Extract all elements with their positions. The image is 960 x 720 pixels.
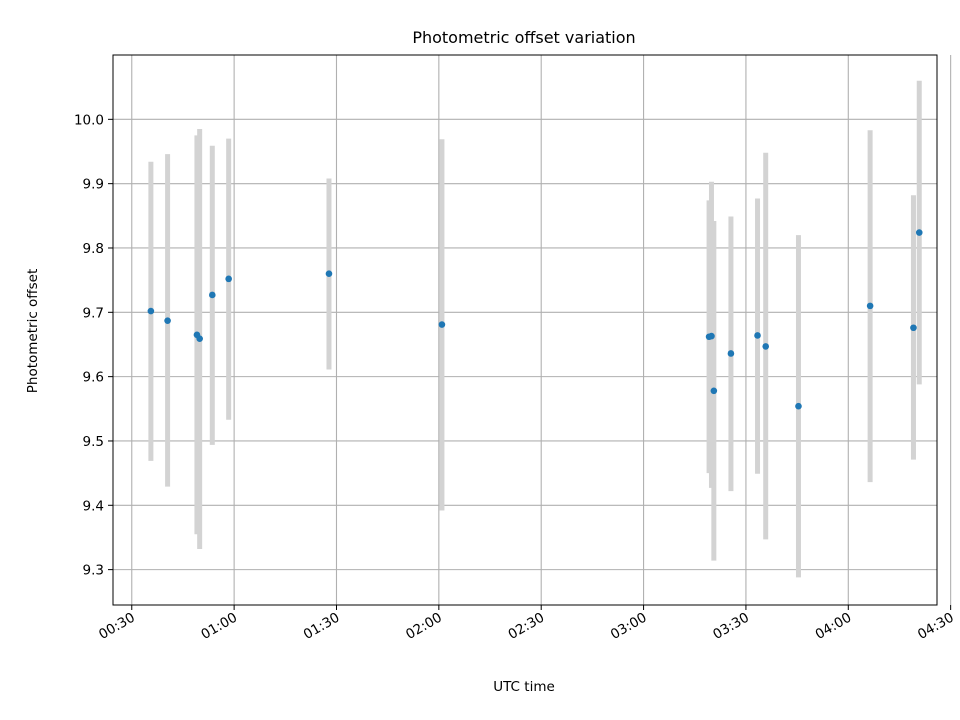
- data-point: [762, 343, 770, 350]
- data-point: [727, 350, 735, 357]
- data-point: [710, 387, 718, 395]
- data-point: [164, 317, 171, 324]
- data-point: [438, 321, 446, 328]
- data-point: [208, 291, 216, 299]
- data-point: [915, 229, 923, 236]
- data-point: [225, 275, 232, 283]
- data-point: [795, 402, 802, 410]
- y-axis: 9.3 9.4 9.5 9.6 9.7 9.8 9.9 10.0: [74, 112, 113, 579]
- plot-frame: [112, 54, 938, 606]
- data-point: [325, 270, 333, 278]
- y-tick-label: 9.7: [83, 305, 104, 321]
- y-tick-label: 9.3: [83, 563, 104, 579]
- data-point: [866, 302, 874, 310]
- y-axis-label: Photometric offset: [25, 269, 41, 393]
- y-tick-label: 10.0: [74, 112, 104, 128]
- chart-title: Photometric offset variation: [412, 28, 635, 47]
- x-axis-label: UTC time: [493, 679, 555, 695]
- data-points: [147, 229, 923, 410]
- y-tick-label: 9.6: [83, 370, 104, 386]
- y-tick-label: 9.5: [83, 434, 104, 450]
- y-tick-label: 9.9: [83, 177, 104, 193]
- y-tick-label: 9.4: [83, 498, 104, 514]
- y-tick-label: 9.8: [83, 241, 104, 257]
- data-point: [708, 332, 715, 340]
- data-point: [910, 324, 917, 332]
- data-point: [196, 335, 203, 342]
- data-point: [147, 307, 155, 315]
- data-point: [754, 332, 761, 339]
